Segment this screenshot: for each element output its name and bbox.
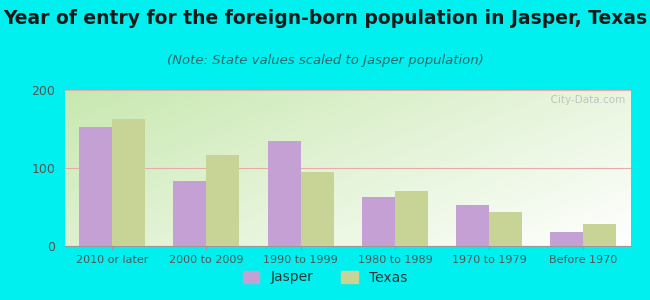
Text: (Note: State values scaled to Jasper population): (Note: State values scaled to Jasper pop… [166, 54, 484, 67]
Bar [300, 172, 333, 246]
Bar [207, 155, 239, 246]
Bar [584, 224, 616, 246]
Bar [362, 197, 395, 246]
Bar [456, 205, 489, 246]
Text: Year of entry for the foreign-born population in Jasper, Texas: Year of entry for the foreign-born popul… [3, 9, 647, 28]
Bar [551, 232, 584, 246]
Text: City-Data.com: City-Data.com [543, 95, 625, 105]
Bar [174, 181, 207, 246]
Bar [79, 128, 112, 246]
Bar [268, 141, 300, 246]
Bar [489, 212, 522, 246]
Bar [395, 191, 428, 246]
Legend: Jasper, Texas: Jasper, Texas [237, 265, 413, 290]
Bar [112, 119, 145, 246]
